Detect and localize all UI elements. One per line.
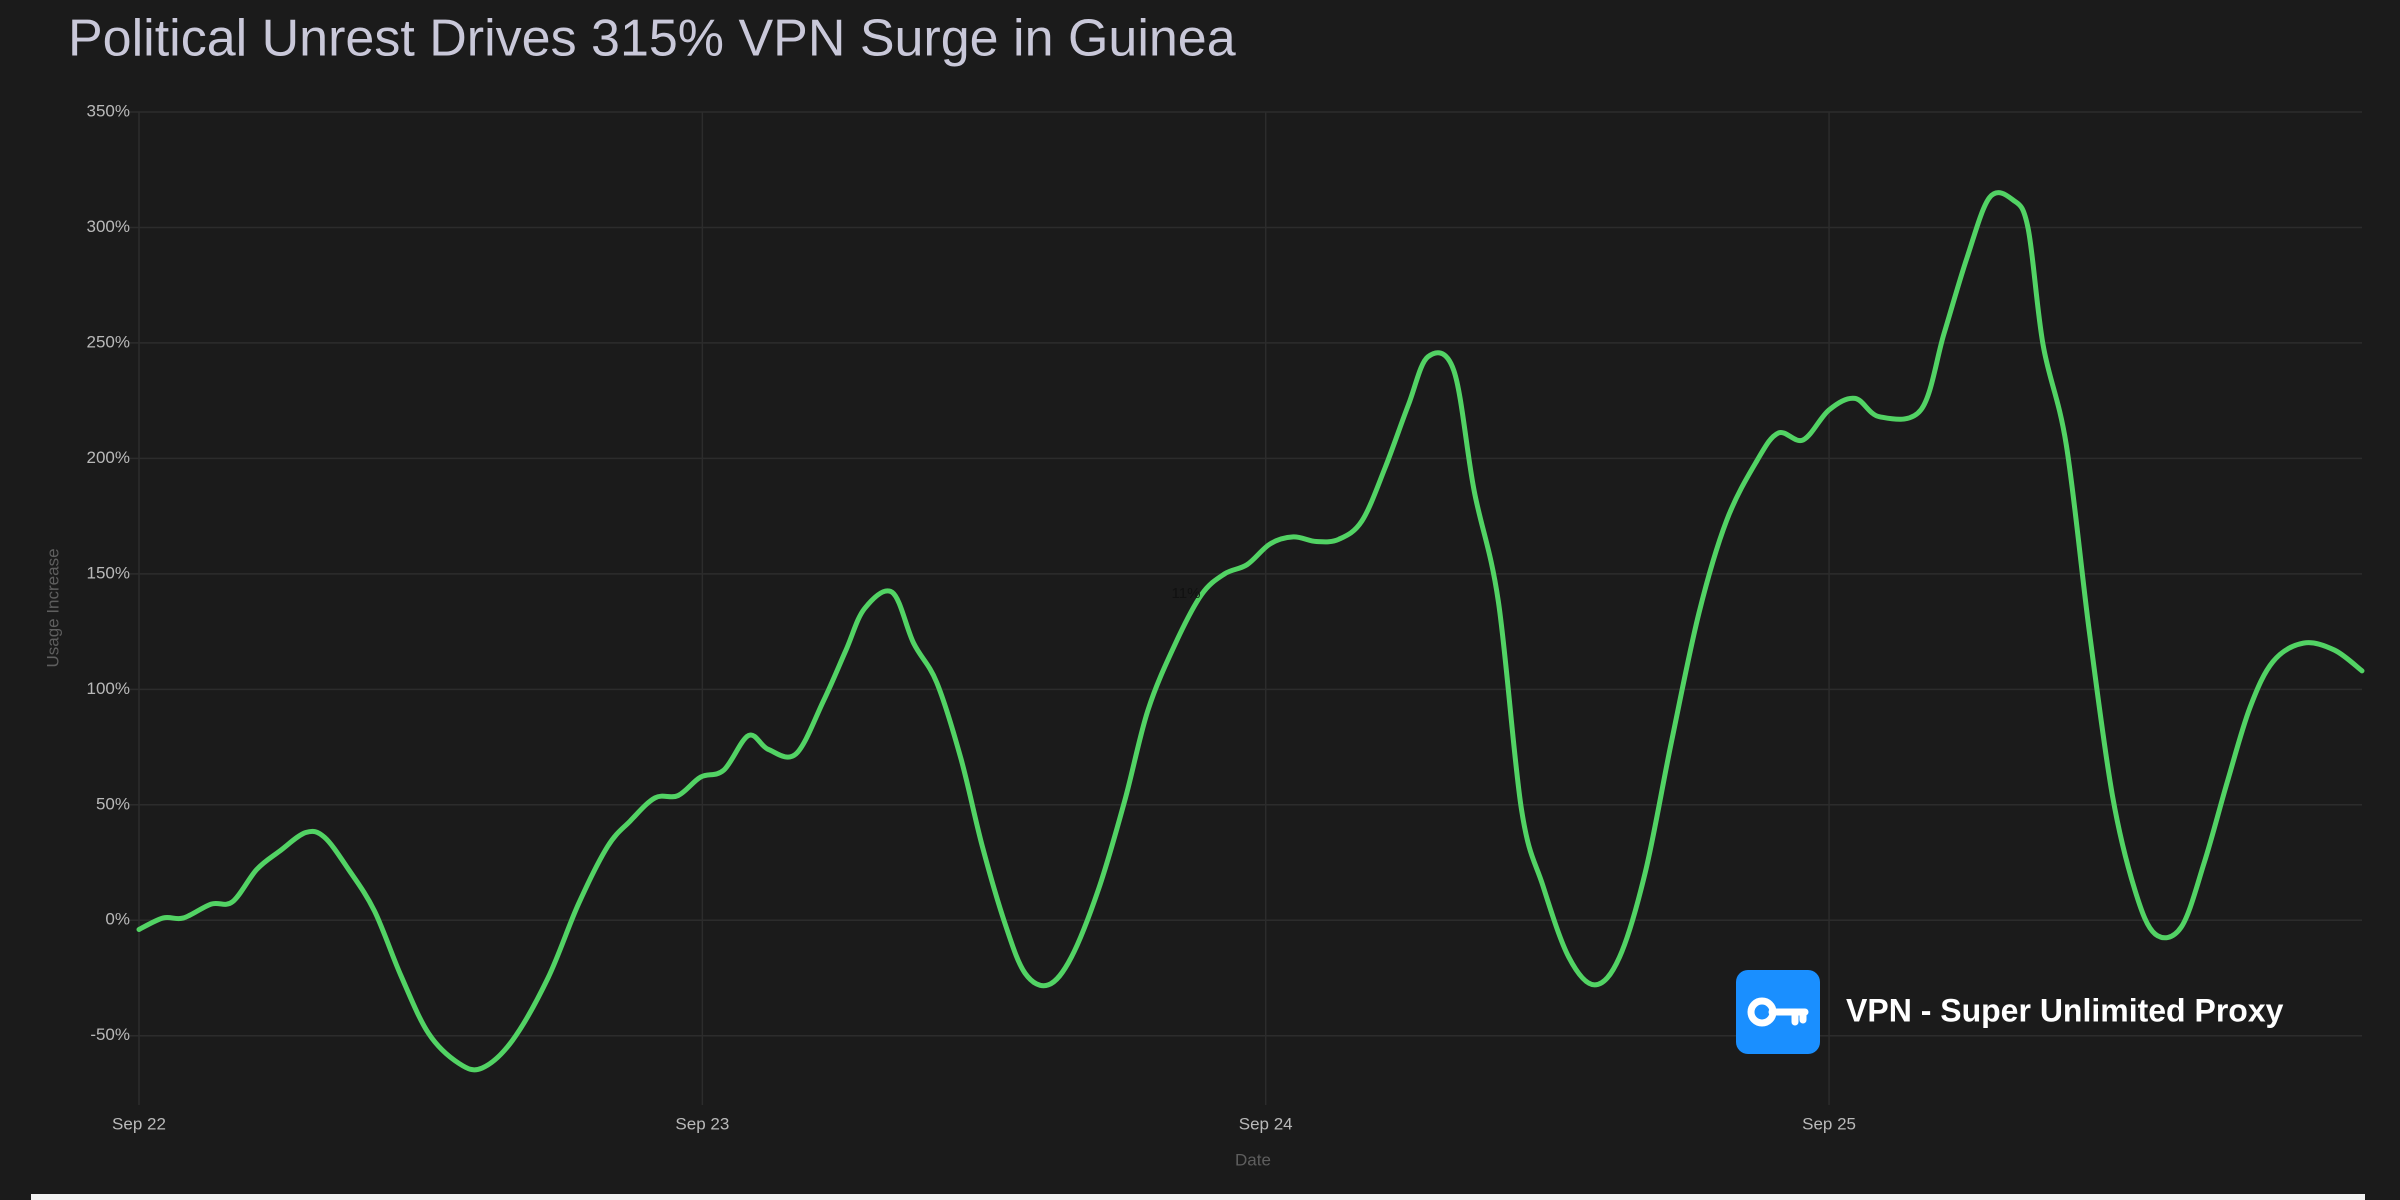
plot-area bbox=[136, 190, 2365, 1073]
y-tick-label: 350% bbox=[87, 101, 130, 120]
key-shaft bbox=[1768, 1008, 1809, 1026]
y-tick-label: 50% bbox=[96, 794, 130, 813]
line-series bbox=[136, 190, 2365, 1073]
grid: -50% 0% 50% 100% 150% 200% 250% 300% 350% Sep 22 S… bbox=[87, 101, 2362, 1133]
bottom-bar bbox=[31, 1194, 2365, 1200]
x-tick-label: Sep 24 bbox=[1239, 1114, 1293, 1133]
x-tick-label: Sep 25 bbox=[1802, 1114, 1856, 1133]
y-tick-label: 200% bbox=[87, 448, 130, 467]
y-tick-label: 250% bbox=[87, 332, 130, 351]
y-axis-label: Usage Increase bbox=[43, 548, 62, 667]
y-tick-label: 300% bbox=[87, 217, 130, 236]
x-axis-label: Date bbox=[1235, 1150, 1271, 1169]
chart-title: Political Unrest Drives 315% VPN Surge i… bbox=[68, 10, 1236, 68]
y-tick-label: 0% bbox=[105, 910, 130, 929]
y-tick-label: 150% bbox=[87, 563, 130, 582]
y-tick-label: 100% bbox=[87, 679, 130, 698]
y-tick-label: -50% bbox=[90, 1025, 130, 1044]
watermark-text: VPN - Super Unlimited Proxy bbox=[1846, 992, 2284, 1028]
x-tick-label: Sep 23 bbox=[675, 1114, 729, 1133]
x-tick-label: Sep 22 bbox=[112, 1114, 166, 1133]
annotation: 11% bbox=[1172, 585, 1201, 602]
watermark-logo: VPN - Super Unlimited Proxy bbox=[1736, 970, 2284, 1054]
